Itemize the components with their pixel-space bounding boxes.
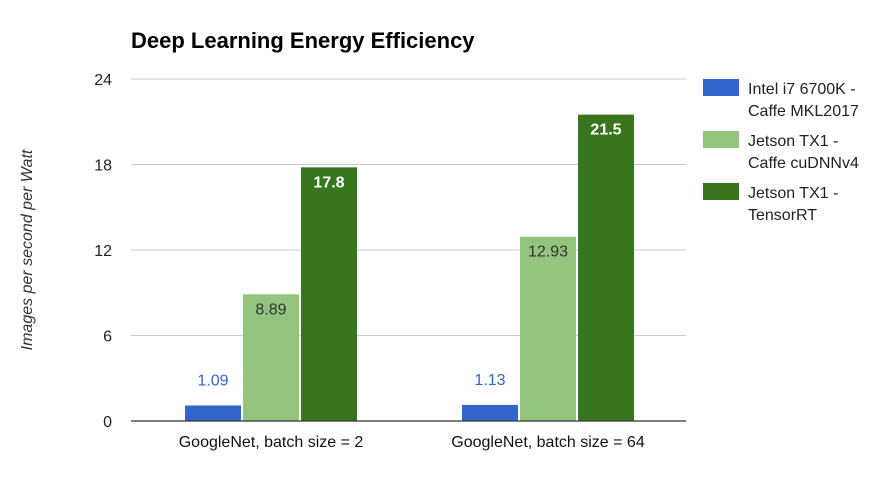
y-axis-label: Images per second per Watt [19, 149, 36, 350]
data-labels: 1.09 8.89 17.8 1.13 12.93 21.5 [197, 122, 621, 390]
data-label-jetson-tx1-caffe-cudnnv4-1: 8.89 [255, 301, 286, 318]
y-tick-label: 0 [103, 414, 112, 431]
legend-label: Jetson TX1 - [748, 185, 838, 202]
legend: Intel i7 6700K - Caffe MKL2017 Jetson TX1 … [703, 79, 859, 224]
data-label-jetson-tx1-tensorrt-1: 17.8 [313, 174, 344, 191]
data-label-jetson-tx1-tensorrt-2: 21.5 [590, 122, 621, 139]
legend-swatch [703, 79, 739, 96]
legend-label: Jetson TX1 - [748, 133, 838, 150]
x-category-label: GoogleNet, batch size = 2 [179, 434, 364, 451]
x-category-label: GoogleNet, batch size = 64 [451, 434, 645, 451]
bar-intel-i7-6700k-caffe-mkl2017-2 [462, 404, 518, 421]
legend-label: Caffe cuDNNv4 [748, 155, 859, 172]
legend-swatch [703, 131, 739, 148]
y-tick-label: 6 [103, 329, 112, 346]
legend-label: Intel i7 6700K - [748, 81, 856, 98]
legend-label: Caffe MKL2017 [748, 103, 859, 120]
bar-jetson-tx1-tensorrt-1 [301, 167, 357, 421]
data-label-jetson-tx1-caffe-cudnnv4-2: 12.93 [528, 244, 568, 261]
bar-jetson-tx1-caffe-cudnnv4-1 [243, 294, 299, 421]
y-tick-label: 18 [94, 158, 112, 175]
data-label-intel-i7-6700k-caffe-mkl2017-2: 1.13 [474, 372, 505, 389]
axes: 0 6 12 18 24 GoogleNet, batch size = 2 GoogleN… [94, 72, 686, 451]
legend-item-jetson-tx1-tensorrt[interactable]: Jetson TX1 - TensorRT [703, 183, 838, 224]
bar-jetson-tx1-caffe-cudnnv4-2 [520, 236, 576, 421]
bar-intel-i7-6700k-caffe-mkl2017-1 [185, 405, 241, 421]
bars [185, 114, 634, 421]
y-tick-label: 24 [94, 72, 112, 89]
legend-item-intel-i7-6700k-caffe-mkl2017[interactable]: Intel i7 6700K - Caffe MKL2017 [703, 79, 859, 120]
data-label-intel-i7-6700k-caffe-mkl2017-1: 1.09 [197, 372, 228, 389]
chart-title: Deep Learning Energy Efficiency [131, 28, 475, 53]
y-tick-label: 12 [94, 243, 112, 260]
legend-item-jetson-tx1-caffe-cudnnv4[interactable]: Jetson TX1 - Caffe cuDNNv4 [703, 131, 859, 172]
bar-jetson-tx1-tensorrt-2 [578, 114, 634, 421]
legend-swatch [703, 183, 739, 200]
legend-label: TensorRT [748, 207, 817, 224]
